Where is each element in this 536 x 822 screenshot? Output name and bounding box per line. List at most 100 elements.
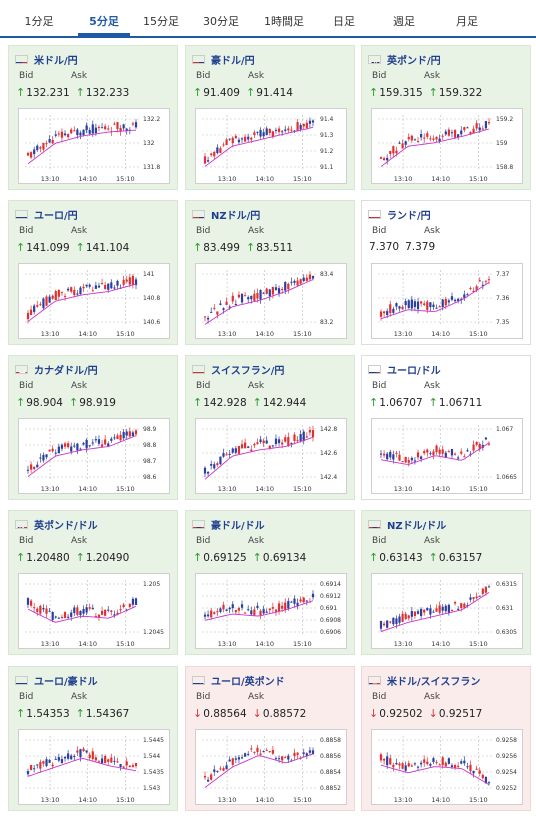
ask-label: Ask xyxy=(248,536,265,546)
pair-title-link[interactable]: 米ドル/スイスフラン xyxy=(368,674,480,688)
mini-candlestick-chart[interactable]: 13:10 14:10 15:10 0.8858 0.8856 0.8854 0.8852 xyxy=(195,729,347,805)
rate-card[interactable]: ユーロ/円 Bid Ask ↑141.099 ↑141.104 13:10 14:1… xyxy=(8,200,178,345)
pair-title-link[interactable]: スイスフラン/円 xyxy=(192,363,284,377)
tab-7[interactable]: 月足 xyxy=(456,15,478,28)
au-flag-icon xyxy=(192,54,205,64)
pair-title-link[interactable]: ユーロ/円 xyxy=(15,208,78,222)
candle-body xyxy=(450,765,454,767)
tab-2[interactable]: 15分足 xyxy=(143,15,179,28)
rate-card[interactable]: ランド/円 Bid Ask 7.370 7.379 13:10 14:10 15:10… xyxy=(361,200,531,345)
candle-body xyxy=(113,123,116,125)
mini-candlestick-chart[interactable]: 13:10 14:10 15:10 1.5445 1.544 1.5435 1.543 xyxy=(18,729,170,805)
pair-title-link[interactable]: 豪ドル/円 xyxy=(192,53,255,67)
candle-body xyxy=(76,443,79,451)
candle-body xyxy=(277,288,281,294)
candle-body xyxy=(265,440,268,444)
rate-card[interactable]: ユーロ/英ポンド Bid Ask ↓0.88564 ↓0.88572 13:10 1… xyxy=(185,666,355,811)
pair-title-link[interactable]: 英ポンド/円 xyxy=(368,53,441,67)
mini-candlestick-chart[interactable]: 13:10 14:10 15:10 0.6914 0.6912 0.691 0.6908 0.… xyxy=(195,573,347,649)
pair-title-link[interactable]: 米ドル/円 xyxy=(15,53,78,67)
rate-card[interactable]: 米ドル/円 Bid Ask ↑132.231 ↑132.233 13:10 14:1… xyxy=(8,45,178,190)
candle-body xyxy=(39,605,42,614)
rate-card[interactable]: 豪ドル/円 Bid Ask ↑91.409 ↑91.414 13:10 14:10 1… xyxy=(185,45,355,190)
moving-average-line xyxy=(380,128,490,167)
mini-candlestick-chart[interactable]: 13:10 14:10 15:10 141 140.8 140.6 xyxy=(18,263,170,339)
candle-body xyxy=(88,130,91,134)
pair-title-link[interactable]: 豪ドル/ドル xyxy=(192,518,265,532)
tab-3[interactable]: 30分足 xyxy=(203,15,239,28)
ask-label: Ask xyxy=(71,226,88,236)
candle-body xyxy=(435,307,438,309)
mini-candlestick-chart[interactable]: 13:10 14:10 15:10 132.2 132 131.8 xyxy=(18,108,170,184)
mini-candlestick-chart[interactable]: 13:10 14:10 15:10 1.067 1.0665 xyxy=(371,418,523,494)
candle-body xyxy=(453,765,457,768)
rate-card[interactable]: 米ドル/スイスフラン Bid Ask ↓0.92502 ↓0.92517 13:1… xyxy=(361,666,531,811)
mini-candlestick-chart[interactable]: 13:10 14:10 15:10 159.2 159 158.8 xyxy=(371,108,523,184)
pair-title-link[interactable]: ユーロ/ドル xyxy=(368,363,441,377)
pair-title-link[interactable]: ユーロ/豪ドル xyxy=(15,674,98,688)
candle-body xyxy=(54,616,57,618)
candle-body xyxy=(63,612,67,618)
candle-body xyxy=(284,437,287,442)
pair-name: ユーロ/ドル xyxy=(387,365,441,377)
pair-title-link[interactable]: カナダドル/円 xyxy=(15,363,98,377)
bid-label: Bid xyxy=(372,381,387,391)
rate-card[interactable]: スイスフラン/円 Bid Ask ↑142.928 ↑142.944 13:10 1… xyxy=(185,355,355,500)
candle-body xyxy=(281,605,284,609)
candle-body xyxy=(33,305,36,312)
uk-flag-icon xyxy=(368,54,381,64)
candle-body xyxy=(33,466,36,470)
candle-body xyxy=(253,609,256,616)
mini-candlestick-chart[interactable]: 13:10 14:10 15:10 98.9 98.8 98.7 98.6 xyxy=(18,418,170,494)
rate-card[interactable]: 豪ドル/ドル Bid Ask ↑0.69125 ↑0.69134 13:10 14:… xyxy=(185,510,355,655)
mini-candlestick-chart[interactable]: 13:10 14:10 15:10 142.8 142.6 142.4 xyxy=(195,418,347,494)
candle-body xyxy=(76,607,79,615)
rate-card[interactable]: NZドル/ドル Bid Ask ↑0.63143 ↑0.63157 13:10 14… xyxy=(361,510,531,655)
candle-body xyxy=(225,454,228,456)
mini-candlestick-chart[interactable]: 13:10 14:10 15:10 0.9258 0.9256 0.9254 0.9252 xyxy=(371,729,523,805)
candle-body xyxy=(410,299,413,309)
rate-card[interactable]: 英ポンド/円 Bid Ask ↑159.315 ↑159.322 13:10 14:… xyxy=(361,45,531,190)
bid-label: Bid xyxy=(372,71,387,81)
rate-card[interactable]: ユーロ/ドル Bid Ask ↑1.06707 ↑1.06711 13:10 14:… xyxy=(361,355,531,500)
y-tick-label: 159.2 xyxy=(496,116,513,123)
au-us-flag-icon xyxy=(192,519,205,529)
mini-candlestick-chart[interactable]: 13:10 14:10 15:10 91.4 91.3 91.2 91.1 xyxy=(195,108,347,184)
candle-body xyxy=(122,604,125,608)
y-tick-label: 0.6912 xyxy=(320,593,341,600)
rate-card[interactable]: 英ポンド/ドル Bid Ask ↑1.20480 ↑1.20490 13:10 14… xyxy=(8,510,178,655)
candle-body xyxy=(429,138,432,140)
pair-title-link[interactable]: ランド/円 xyxy=(368,208,431,222)
pair-title-link[interactable]: NZドル/ドル xyxy=(368,518,446,532)
rate-card[interactable]: NZドル/円 Bid Ask ↑83.499 ↑83.511 13:10 14:10… xyxy=(185,200,355,345)
candle-body xyxy=(244,295,247,297)
candle-body xyxy=(107,759,110,762)
pair-title-link[interactable]: 英ポンド/ドル xyxy=(15,518,98,532)
pair-name: 豪ドル/円 xyxy=(211,55,255,67)
tab-1[interactable]: 5分足 xyxy=(78,0,130,36)
rate-card[interactable]: カナダドル/円 Bid Ask ↑98.904 ↑98.919 13:10 14:1… xyxy=(8,355,178,500)
candle-body xyxy=(234,448,237,453)
mini-candlestick-chart[interactable]: 13:10 14:10 15:10 7.37 7.36 7.35 xyxy=(371,263,523,339)
mini-candlestick-chart[interactable]: 13:10 14:10 15:10 0.6315 0.631 0.6305 xyxy=(371,573,523,649)
mini-candlestick-chart[interactable]: 13:10 14:10 15:10 1.205 1.2045 xyxy=(18,573,170,649)
candle-body xyxy=(54,134,57,136)
candle-body xyxy=(256,131,259,133)
candle-body xyxy=(42,142,45,150)
tab-4[interactable]: 1時間足 xyxy=(264,15,304,28)
candle-body xyxy=(450,132,454,134)
candle-body xyxy=(39,304,42,306)
candle-body xyxy=(82,442,85,445)
x-tick-label: 14:10 xyxy=(255,796,274,804)
candle-body xyxy=(453,299,457,302)
pair-title-link[interactable]: ユーロ/英ポンド xyxy=(192,674,285,688)
tab-5[interactable]: 日足 xyxy=(333,15,355,28)
down-arrow-icon: ↓ xyxy=(428,707,438,720)
tab-6[interactable]: 週足 xyxy=(393,15,415,28)
candle-body xyxy=(382,158,386,161)
candle-body xyxy=(432,138,435,140)
tab-0[interactable]: 1分足 xyxy=(24,15,54,28)
rate-card[interactable]: ユーロ/豪ドル Bid Ask ↑1.54353 ↑1.54367 13:10 14… xyxy=(8,666,178,811)
pair-title-link[interactable]: NZドル/円 xyxy=(192,208,260,222)
mini-candlestick-chart[interactable]: 13:10 14:10 15:10 83.4 83.2 xyxy=(195,263,347,339)
